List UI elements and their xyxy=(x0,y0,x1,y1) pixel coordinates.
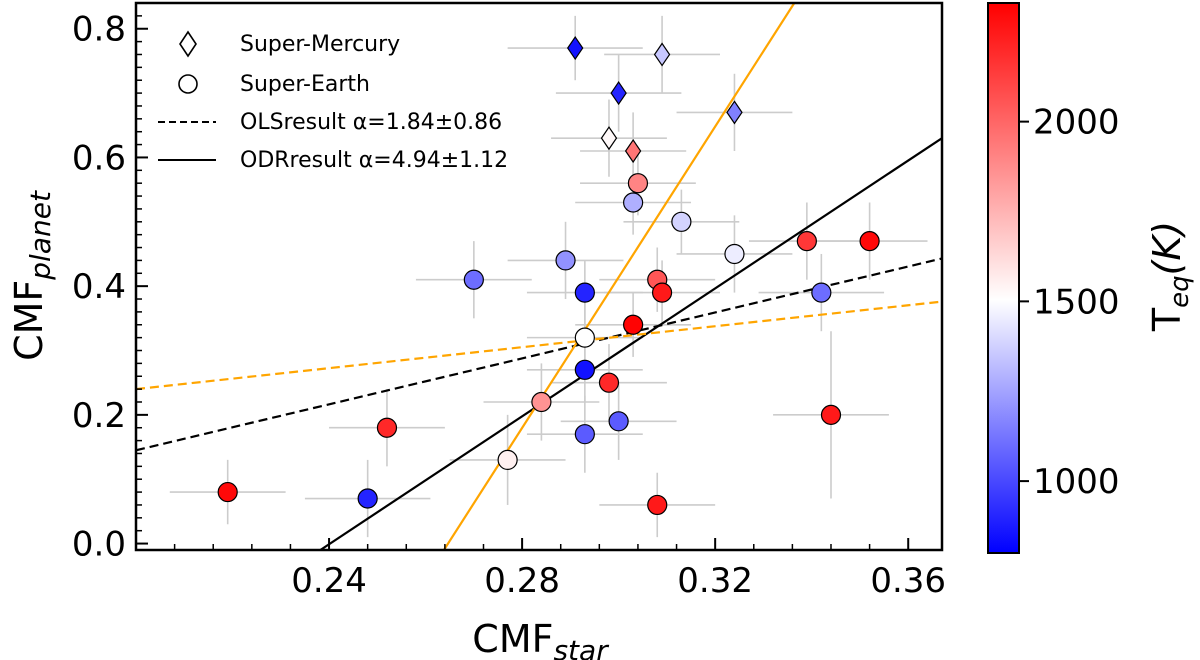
plot-frame xyxy=(134,1,944,552)
super-earth-point xyxy=(574,282,595,303)
x-tick-label: 0.28 xyxy=(484,561,560,601)
legend-label-super-earth: Super-Earth xyxy=(240,72,370,97)
super-earth-point xyxy=(555,250,576,271)
y-axis-title: CMFplanet xyxy=(7,190,57,361)
super-earth-point xyxy=(647,494,668,516)
colorbar-tick-label: 2000 xyxy=(1033,103,1120,143)
super-earth-point xyxy=(811,282,832,303)
super-earth-point xyxy=(623,314,644,335)
super-earth-point xyxy=(463,269,484,290)
legend: Super-Mercury Super-Earth OLSresult α=1.… xyxy=(158,30,508,173)
super-earth-point xyxy=(724,243,745,265)
colorbar-title: Teq(K) xyxy=(1145,221,1195,332)
super-earth-point xyxy=(820,404,842,425)
super-earth-point xyxy=(217,481,238,503)
super-earth-point xyxy=(574,424,595,445)
y-tick-label: 0.4 xyxy=(72,267,126,307)
x-tick-label: 0.32 xyxy=(677,561,753,601)
colorbar: 1000 1500 2000 Teq(K) xyxy=(987,2,1195,554)
super-mercury-point xyxy=(566,35,584,61)
super-earth-point xyxy=(574,327,595,348)
super-mercury-point xyxy=(653,42,671,67)
super-earth-point xyxy=(357,488,378,509)
colorbar-gradient xyxy=(987,2,1020,554)
x-tick-label: 0.36 xyxy=(870,561,946,601)
legend-label-ols: OLSresult α=1.84±0.86 xyxy=(240,110,502,135)
super-earth-point xyxy=(531,391,552,413)
y-tick-label: 0.8 xyxy=(72,10,126,50)
super-earth-point xyxy=(627,173,649,194)
super-earth-point xyxy=(376,417,398,438)
super-mercury-point xyxy=(624,138,642,164)
super-earth-point xyxy=(651,282,673,303)
super-earth-point xyxy=(608,411,629,432)
x-axis-title: CMFstar xyxy=(472,617,609,660)
fit-line xyxy=(136,257,942,452)
super-earth-point xyxy=(497,449,518,471)
y-tick-label: 0.6 xyxy=(72,138,126,178)
super-mercury-point xyxy=(726,100,743,125)
legend-circle-icon xyxy=(178,74,198,94)
colorbar-tick-label: 1000 xyxy=(1033,462,1120,502)
y-tick-label: 0.0 xyxy=(72,525,126,565)
super-mercury-point xyxy=(610,81,627,106)
super-earth-point xyxy=(859,231,880,252)
super-earth-point xyxy=(623,192,644,213)
colorbar-tick-label: 1500 xyxy=(1033,282,1120,322)
fit-line xyxy=(136,300,942,391)
legend-diamond-icon xyxy=(179,30,197,58)
super-earth-point xyxy=(796,231,817,252)
y-tick-label: 0.2 xyxy=(72,396,126,436)
colorbar-ticks: 1000 1500 2000 xyxy=(1019,103,1120,502)
data-points xyxy=(217,35,880,516)
super-earth-point xyxy=(598,372,620,393)
legend-label-odr: ODRresult α=4.94±1.12 xyxy=(240,148,508,173)
legend-label-super-mercury: Super-Mercury xyxy=(240,32,400,57)
super-earth-point xyxy=(574,359,595,380)
x-axis: 0.24 0.28 0.32 0.36 xyxy=(173,538,946,601)
super-earth-point xyxy=(671,211,692,232)
y-axis: 0.0 0.2 0.4 0.6 0.8 xyxy=(72,10,148,565)
x-tick-label: 0.24 xyxy=(291,561,367,601)
super-mercury-point xyxy=(600,126,618,151)
fit-line xyxy=(319,137,942,550)
